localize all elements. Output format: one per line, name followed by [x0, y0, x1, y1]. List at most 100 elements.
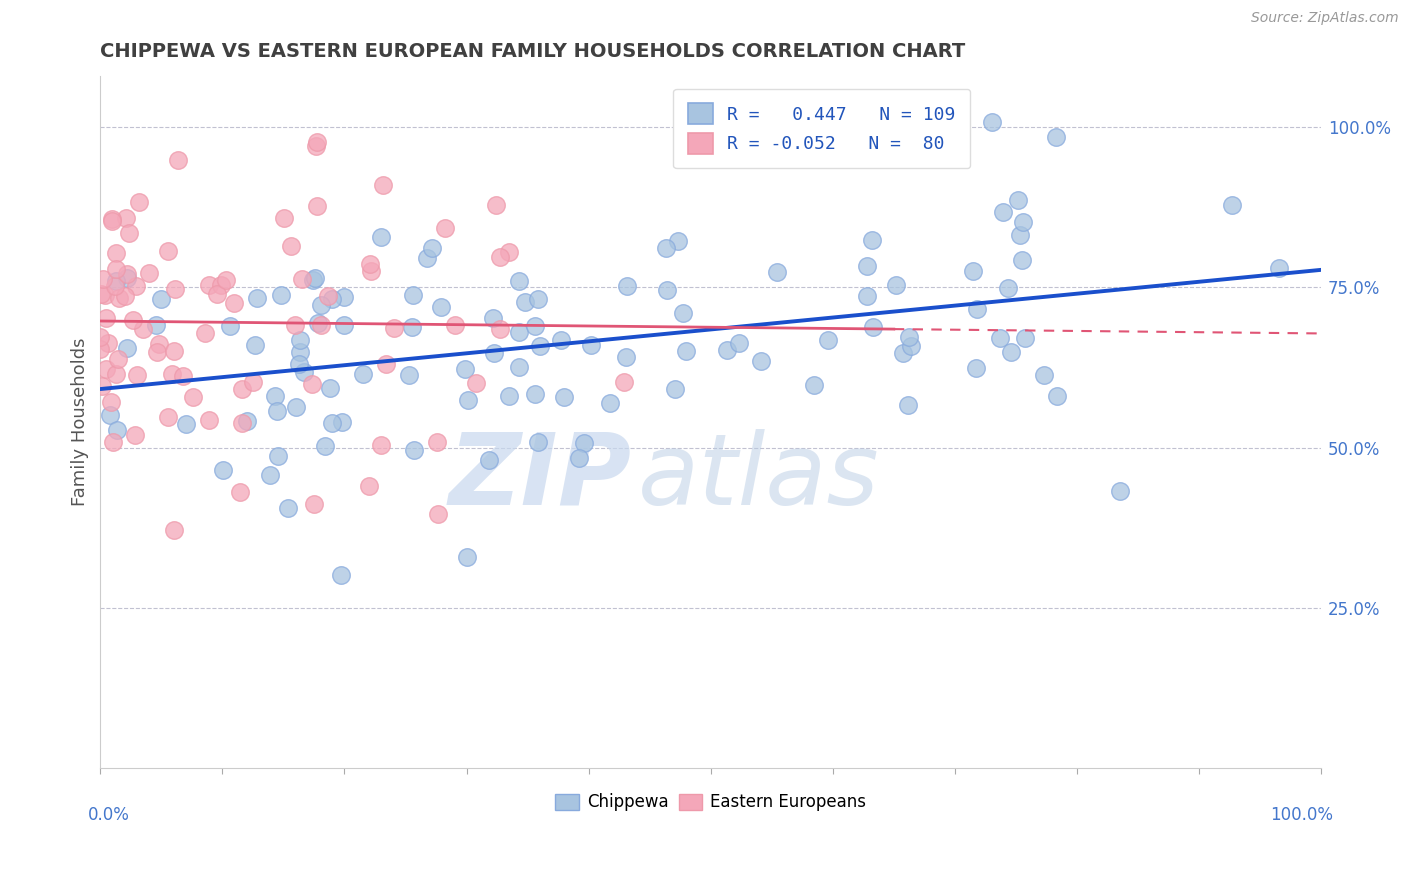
- Point: [997, 281, 1019, 295]
- Point: [897, 330, 920, 344]
- Y-axis label: Family Households: Family Households: [72, 338, 89, 506]
- Point: [288, 357, 311, 371]
- Point: [481, 311, 503, 326]
- Point: [897, 398, 920, 412]
- Point: [107, 351, 129, 366]
- Point: [321, 292, 343, 306]
- Point: [1008, 227, 1031, 242]
- Point: [264, 389, 287, 403]
- Point: [1032, 368, 1054, 383]
- Point: [115, 271, 138, 285]
- Point: [207, 287, 229, 301]
- Point: [370, 230, 392, 244]
- Point: [855, 289, 877, 303]
- Point: [105, 246, 128, 260]
- Point: [478, 453, 501, 467]
- Point: [309, 298, 332, 312]
- Point: [508, 274, 530, 288]
- Point: [524, 319, 547, 334]
- Point: [128, 194, 150, 209]
- Point: [333, 318, 356, 332]
- Point: [1007, 193, 1029, 207]
- Point: [115, 342, 138, 356]
- Point: [246, 291, 269, 305]
- Point: [104, 367, 127, 381]
- Point: [304, 497, 326, 511]
- Point: [426, 508, 449, 522]
- Point: [90, 378, 112, 392]
- Point: [266, 449, 288, 463]
- Text: ZIP: ZIP: [449, 429, 631, 525]
- Point: [333, 290, 356, 304]
- Point: [666, 234, 689, 248]
- Point: [464, 376, 486, 390]
- Point: [305, 138, 328, 153]
- Point: [284, 318, 307, 333]
- Point: [382, 321, 405, 335]
- Point: [485, 198, 508, 212]
- Text: CHIPPEWA VS EASTERN EUROPEAN FAMILY HOUSEHOLDS CORRELATION CHART: CHIPPEWA VS EASTERN EUROPEAN FAMILY HOUS…: [100, 42, 966, 61]
- Point: [124, 428, 146, 442]
- Point: [114, 289, 136, 303]
- Point: [172, 368, 194, 383]
- Point: [457, 393, 479, 408]
- Point: [229, 485, 252, 500]
- Point: [284, 400, 307, 414]
- Point: [568, 450, 591, 465]
- Point: [962, 264, 984, 278]
- Point: [219, 319, 242, 334]
- Point: [115, 211, 138, 225]
- Point: [572, 435, 595, 450]
- Point: [105, 423, 128, 437]
- Point: [118, 226, 141, 240]
- Point: [212, 462, 235, 476]
- Point: [422, 241, 444, 255]
- Point: [197, 412, 219, 426]
- Point: [498, 389, 520, 403]
- Point: [231, 416, 253, 430]
- Point: [157, 409, 180, 424]
- Point: [160, 368, 183, 382]
- Point: [357, 479, 380, 493]
- Point: [664, 382, 686, 396]
- Point: [105, 274, 128, 288]
- Point: [860, 233, 883, 247]
- Point: [101, 434, 124, 449]
- Point: [280, 239, 302, 253]
- Point: [167, 153, 190, 167]
- Point: [209, 278, 232, 293]
- Point: [404, 443, 426, 458]
- Point: [314, 439, 336, 453]
- Point: [993, 205, 1015, 219]
- Point: [288, 345, 311, 359]
- Point: [1046, 389, 1069, 403]
- Point: [508, 359, 530, 374]
- Point: [1220, 197, 1243, 211]
- Point: [398, 368, 420, 383]
- Point: [579, 337, 602, 351]
- Point: [181, 390, 204, 404]
- Point: [749, 354, 772, 368]
- Point: [270, 287, 292, 301]
- Point: [108, 291, 131, 305]
- Point: [330, 568, 353, 582]
- Point: [401, 319, 423, 334]
- Point: [803, 377, 825, 392]
- Point: [215, 273, 238, 287]
- Point: [513, 295, 536, 310]
- Point: [304, 271, 326, 285]
- Point: [117, 267, 139, 281]
- Point: [891, 346, 914, 360]
- Point: [97, 336, 120, 351]
- Point: [307, 316, 329, 330]
- Point: [524, 387, 547, 401]
- Point: [1014, 330, 1036, 344]
- Point: [616, 279, 638, 293]
- Text: Source: ZipAtlas.com: Source: ZipAtlas.com: [1251, 11, 1399, 25]
- Point: [321, 416, 343, 430]
- Point: [727, 336, 749, 351]
- Point: [89, 330, 111, 344]
- Point: [125, 368, 148, 382]
- Point: [966, 302, 988, 317]
- Point: [988, 331, 1011, 345]
